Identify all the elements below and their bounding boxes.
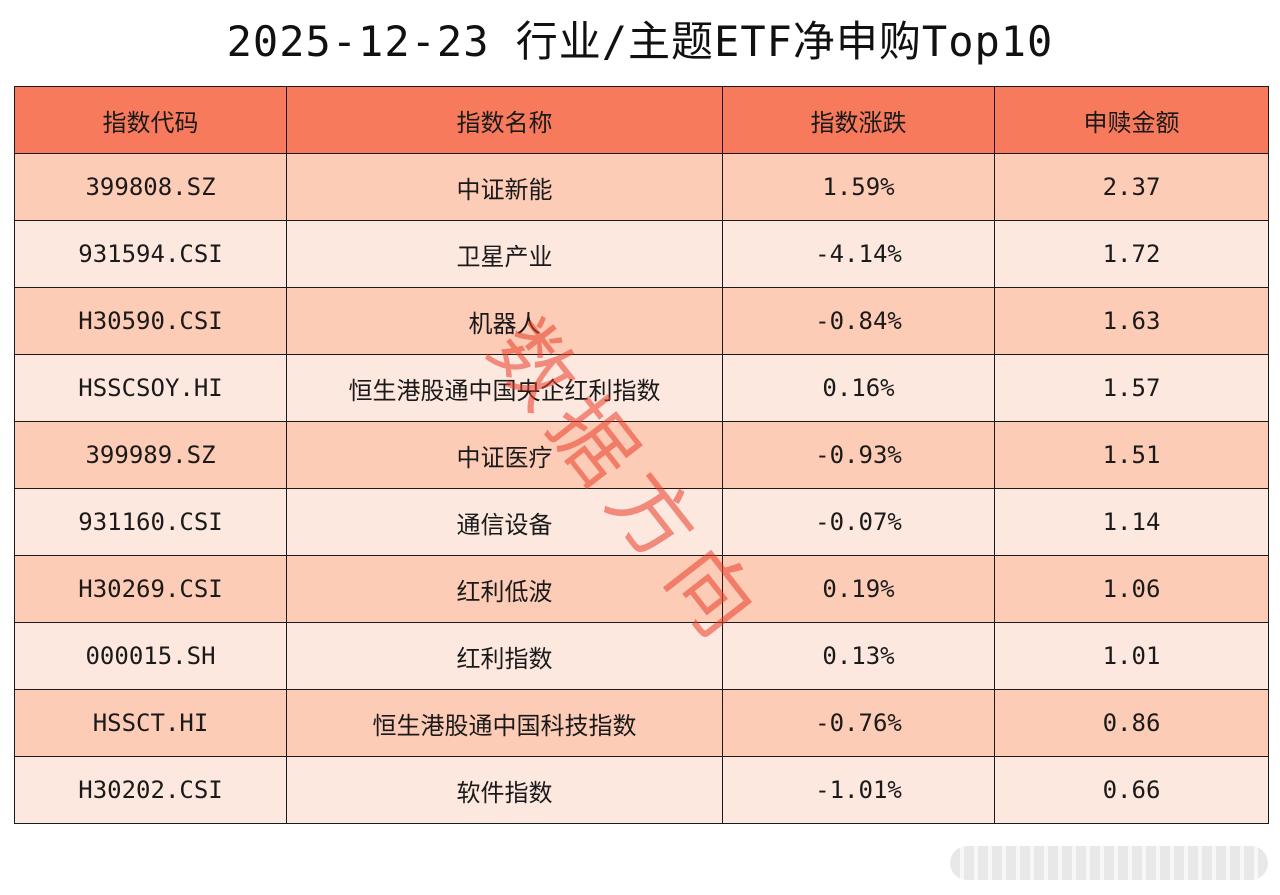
table-row: H30590.CSI 机器人 -0.84% 1.63 (14, 287, 1269, 355)
amount-cell: 1.01 (994, 622, 1269, 690)
index-change-cell: 0.16% (722, 354, 995, 422)
column-header-name: 指数名称 (286, 86, 723, 154)
amount-cell: 1.06 (994, 555, 1269, 623)
amount-cell: 1.57 (994, 354, 1269, 422)
table-header-row: 指数代码 指数名称 指数涨跌 申赎金额 (14, 86, 1269, 154)
column-header-code: 指数代码 (14, 86, 287, 154)
index-name-cell: 恒生港股通中国科技指数 (286, 689, 723, 757)
amount-cell: 1.72 (994, 220, 1269, 288)
index-code-cell: 931160.CSI (14, 488, 287, 556)
index-change-cell: -4.14% (722, 220, 995, 288)
table-row: 399989.SZ 中证医疗 -0.93% 1.51 (14, 421, 1269, 489)
amount-cell: 0.66 (994, 756, 1269, 824)
page-title: 2025-12-23 行业/主题ETF净申购Top10 (226, 17, 1054, 66)
table-row: 931594.CSI 卫星产业 -4.14% 1.72 (14, 220, 1269, 288)
index-name-cell: 中证新能 (286, 153, 723, 221)
index-code-cell: 931594.CSI (14, 220, 287, 288)
index-name-cell: 机器人 (286, 287, 723, 355)
index-change-cell: 0.13% (722, 622, 995, 690)
index-name-cell: 通信设备 (286, 488, 723, 556)
table-row: 931160.CSI 通信设备 -0.07% 1.14 (14, 488, 1269, 556)
index-code-cell: H30269.CSI (14, 555, 287, 623)
index-name-cell: 红利指数 (286, 622, 723, 690)
column-header-amount: 申赎金额 (994, 86, 1269, 154)
index-name-cell: 卫星产业 (286, 220, 723, 288)
index-change-cell: -0.93% (722, 421, 995, 489)
index-change-cell: -0.07% (722, 488, 995, 556)
column-header-change: 指数涨跌 (722, 86, 995, 154)
amount-cell: 2.37 (994, 153, 1269, 221)
index-name-cell: 红利低波 (286, 555, 723, 623)
index-name-cell: 中证医疗 (286, 421, 723, 489)
index-change-cell: -0.84% (722, 287, 995, 355)
index-code-cell: H30202.CSI (14, 756, 287, 824)
index-change-cell: -1.01% (722, 756, 995, 824)
table-row: H30269.CSI 红利低波 0.19% 1.06 (14, 555, 1269, 623)
index-code-cell: HSSCT.HI (14, 689, 287, 757)
index-name-cell: 软件指数 (286, 756, 723, 824)
table-row: 000015.SH 红利指数 0.13% 1.01 (14, 622, 1269, 690)
table-row: H30202.CSI 软件指数 -1.01% 0.66 (14, 756, 1269, 824)
index-change-cell: 1.59% (722, 153, 995, 221)
index-code-cell: HSSCSOY.HI (14, 354, 287, 422)
amount-cell: 0.86 (994, 689, 1269, 757)
index-change-cell: -0.76% (722, 689, 995, 757)
table-row: 399808.SZ 中证新能 1.59% 2.37 (14, 153, 1269, 221)
table-row: HSSCSOY.HI 恒生港股通中国央企红利指数 0.16% 1.57 (14, 354, 1269, 422)
amount-cell: 1.63 (994, 287, 1269, 355)
table-row: HSSCT.HI 恒生港股通中国科技指数 -0.76% 0.86 (14, 689, 1269, 757)
index-code-cell: 399808.SZ (14, 153, 287, 221)
amount-cell: 1.51 (994, 421, 1269, 489)
index-code-cell: H30590.CSI (14, 287, 287, 355)
index-name-cell: 恒生港股通中国央企红利指数 (286, 354, 723, 422)
index-code-cell: 000015.SH (14, 622, 287, 690)
index-change-cell: 0.19% (722, 555, 995, 623)
index-code-cell: 399989.SZ (14, 421, 287, 489)
amount-cell: 1.14 (994, 488, 1269, 556)
etf-table: 指数代码 指数名称 指数涨跌 申赎金额 399808.SZ 中证新能 1.59%… (14, 86, 1269, 824)
blurred-footer-bar (950, 846, 1268, 880)
